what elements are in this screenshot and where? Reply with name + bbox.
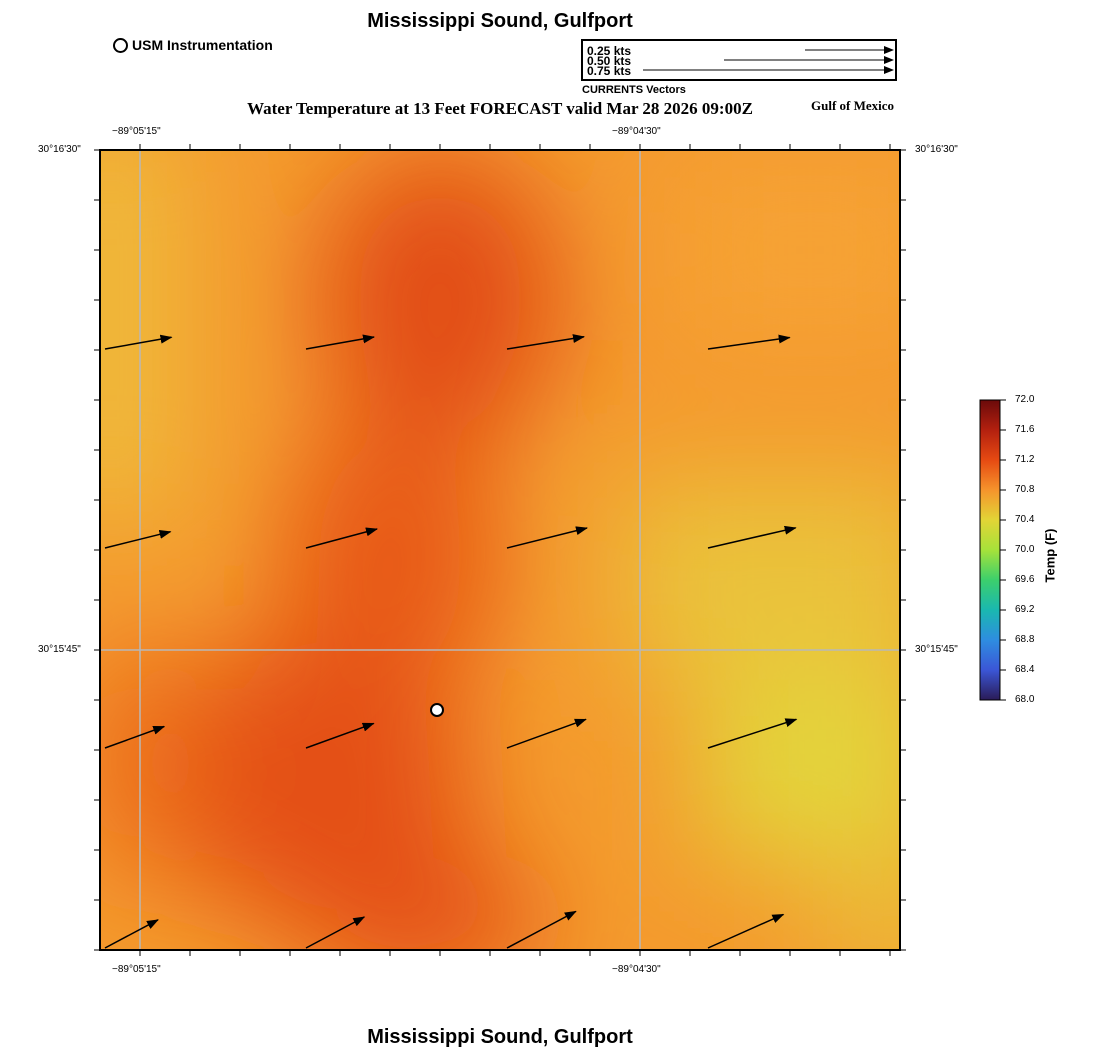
colorbar-tick-label: 71.6 (1015, 424, 1035, 435)
colorbar (979, 399, 1001, 701)
lat-label-right: 30°16'30" (915, 144, 958, 155)
station-legend-label: USM Instrumentation (132, 37, 273, 53)
station-marker-icon (113, 37, 128, 53)
colorbar-tick-label: 69.2 (1015, 604, 1035, 615)
colorbar-tick-label: 70.4 (1015, 514, 1035, 525)
vector-scale-legend: 0.25 kts 0.50 kts 0.75 kts (581, 39, 897, 81)
colorbar-tick-label: 72.0 (1015, 394, 1035, 405)
current-vector-arrow (305, 334, 375, 350)
current-vector-arrow (104, 334, 173, 350)
current-vector-arrow (707, 718, 798, 749)
current-vector-arrow (506, 910, 577, 949)
vector-scale-arrows (643, 46, 894, 74)
region-label: Gulf of Mexico (811, 98, 895, 113)
colorbar-tick-label: 68.4 (1015, 664, 1035, 675)
lat-label-right: 30°15'45" (915, 644, 958, 655)
vector-scale-label: 0.50 kts (587, 54, 632, 68)
current-vector-arrow (305, 722, 375, 749)
vector-legend-caption: CURRENTS Vectors (582, 84, 686, 96)
lon-label-top: −89°04'30" (612, 126, 661, 137)
current-vector-arrow (506, 718, 587, 749)
current-vector-arrow (707, 913, 785, 949)
current-vector-arrow (506, 526, 588, 549)
colorbar-tick-label: 70.8 (1015, 484, 1035, 495)
current-vector-arrow (506, 334, 585, 350)
colorbar-title: Temp (F) (1042, 528, 1058, 583)
lat-label-left: 30°16'30" (38, 144, 81, 155)
map-subtitle: Water Temperature at 13 Feet FORECAST va… (247, 99, 753, 118)
usm-station-marker[interactable] (430, 703, 444, 717)
colorbar-tick-label: 68.0 (1015, 694, 1035, 705)
lon-label-top: −89°05'15" (112, 126, 161, 137)
current-vector-arrow (104, 919, 159, 949)
colorbar-ticks (1000, 399, 1006, 701)
map-title: Mississippi Sound, Gulfport (367, 10, 633, 32)
vector-scale-label: 0.25 kts (587, 44, 632, 58)
lat-label-left: 30°15'45" (38, 644, 81, 655)
vector-scale-label: 0.75 kts (587, 64, 632, 78)
current-vector-arrow (305, 527, 378, 549)
colorbar-tick-label: 69.6 (1015, 574, 1035, 585)
station-legend: USM Instrumentation (113, 37, 273, 53)
current-vector-arrow (104, 529, 172, 549)
graticule (100, 150, 900, 950)
axis-ticks (94, 144, 906, 956)
current-vector-arrow (707, 334, 791, 350)
footer-title: Mississippi Sound, Gulfport (367, 1026, 633, 1048)
current-vectors (104, 334, 798, 949)
lon-label-bottom: −89°05'15" (112, 964, 161, 975)
colorbar-tick-label: 71.2 (1015, 454, 1035, 465)
current-vector-arrow (104, 725, 166, 749)
colorbar-tick-label: 70.0 (1015, 544, 1035, 555)
current-vector-arrow (707, 525, 797, 549)
lon-label-bottom: −89°04'30" (612, 964, 661, 975)
current-vector-arrow (305, 916, 366, 949)
colorbar-tick-label: 68.8 (1015, 634, 1035, 645)
temperature-field (100, 150, 900, 950)
